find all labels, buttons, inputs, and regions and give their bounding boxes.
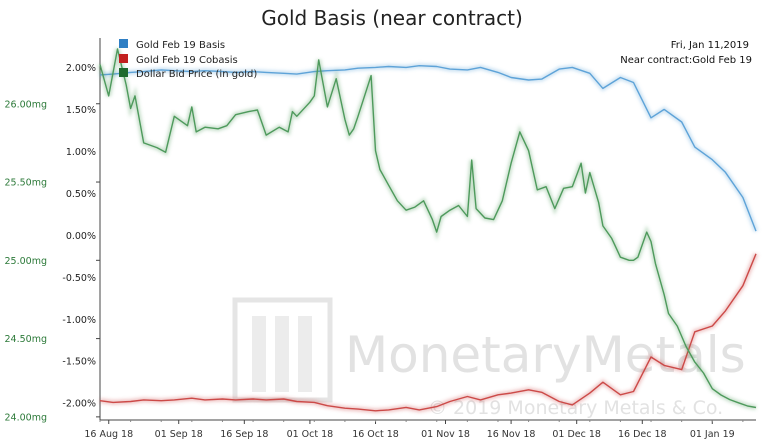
right-tick-label: -0.50% xyxy=(62,273,96,284)
legend-label-dollar-bid: Dollar Bid Price (in gold) xyxy=(136,69,257,80)
x-tick-label: 01 Jan 19 xyxy=(690,429,735,440)
series-cobasis-line xyxy=(99,253,757,412)
info-contract: Near contract:Gold Feb 19 xyxy=(620,55,752,66)
series-layer xyxy=(97,48,759,414)
left-axis-ticks: 24.00mg 24.50mg 25.00mg 25.50mg 26.00mg xyxy=(5,99,100,423)
legend-item-basis: Gold Feb 19 Basis xyxy=(119,39,225,51)
series-basis-line xyxy=(99,64,757,232)
x-tick-label: 16 Oct 18 xyxy=(352,429,399,440)
chart-title: Gold Basis (near contract) xyxy=(261,6,523,30)
x-axis-ticks: 16 Aug 18 01 Sep 18 16 Sep 18 01 Oct 18 16 O… xyxy=(84,420,744,440)
right-tick-label: -2.00% xyxy=(62,399,96,410)
x-tick-label: 16 Nov 18 xyxy=(487,429,536,440)
left-tick-label: 24.00mg xyxy=(5,412,47,423)
watermark-logo-icon xyxy=(232,297,333,403)
right-axis-ticks: -2.00% -1.50% -1.00% -0.50% 0.00% 0.50% 1.00% 1… xyxy=(62,63,96,410)
series-dollar-bid-line xyxy=(99,48,757,409)
right-tick-label: 1.00% xyxy=(66,147,96,158)
legend-swatch-cobasis xyxy=(119,54,128,63)
x-tick-label: 01 Dec 18 xyxy=(552,429,601,440)
x-tick-label: 16 Sep 18 xyxy=(220,429,268,440)
right-tick-label: 1.50% xyxy=(66,105,96,116)
watermark-copyright: © 2019 Monetary Metals & Co. xyxy=(428,397,723,419)
legend-item-dollar-bid: Dollar Bid Price (in gold) xyxy=(119,68,257,80)
x-tick-label: 16 Aug 18 xyxy=(84,429,133,440)
left-tick-label: 25.00mg xyxy=(5,256,47,267)
x-tick-label: 16 Dec 18 xyxy=(618,429,667,440)
x-tick-label: 01 Nov 18 xyxy=(421,429,470,440)
right-tick-label: -1.50% xyxy=(62,357,96,368)
right-tick-label: 0.00% xyxy=(66,231,96,242)
legend-item-cobasis: Gold Feb 19 Cobasis xyxy=(119,54,238,66)
info-date: Fri, Jan 11,2019 xyxy=(671,40,749,51)
legend: Gold Feb 19 Basis Gold Feb 19 Cobasis Do… xyxy=(119,39,257,80)
left-tick-label: 24.50mg xyxy=(5,334,47,345)
x-tick-label: 01 Oct 18 xyxy=(287,429,334,440)
right-tick-label: 0.50% xyxy=(66,189,96,200)
legend-swatch-basis xyxy=(119,39,128,48)
x-tick-label: 01 Sep 18 xyxy=(155,429,203,440)
legend-label-cobasis: Gold Feb 19 Cobasis xyxy=(136,55,238,66)
left-tick-label: 26.00mg xyxy=(5,99,47,110)
right-tick-label: 2.00% xyxy=(66,63,96,74)
right-tick-label: -1.00% xyxy=(62,315,96,326)
legend-swatch-dollar-bid xyxy=(119,68,128,77)
legend-label-basis: Gold Feb 19 Basis xyxy=(136,40,225,51)
left-tick-label: 25.50mg xyxy=(5,178,47,189)
